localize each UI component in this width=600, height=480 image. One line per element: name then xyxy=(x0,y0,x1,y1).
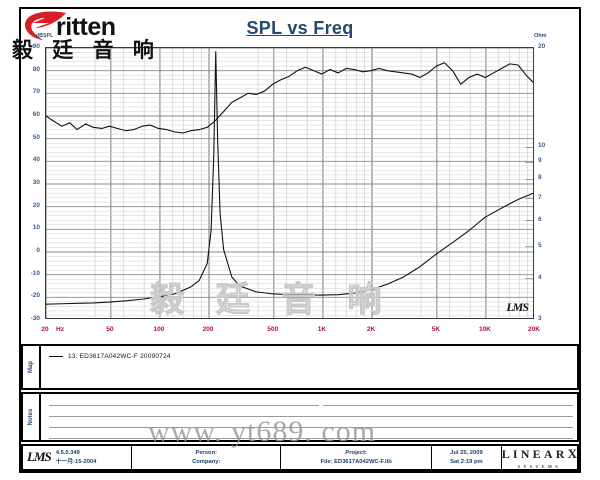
x-tick-label: 20 xyxy=(41,326,49,333)
x-axis-unit: Hz xyxy=(56,326,64,333)
linearx-logo: LINEAR X SYSTEMS xyxy=(502,444,577,471)
company-label: Company: xyxy=(192,458,221,465)
y-tick-label: 50 xyxy=(32,133,40,141)
page-title: SPL vs Freq xyxy=(246,18,354,38)
report-outer-frame xyxy=(19,7,581,473)
eritten-logo: ritten xyxy=(23,9,183,45)
y2-tick-label: 20 xyxy=(538,43,546,50)
y-tick-label: -30 xyxy=(30,315,40,322)
legend-item[interactable]: 13: ED3617A042WC-F 20090724 xyxy=(49,353,171,360)
y2-tick-label: 8 xyxy=(538,174,542,182)
y2-tick-label: 9 xyxy=(538,157,542,165)
map-tab-label: Map xyxy=(28,361,34,373)
x-tick-label: 1K xyxy=(317,326,327,333)
y-tick-label: 40 xyxy=(32,156,40,164)
notes-tab[interactable]: Notes xyxy=(23,394,41,440)
x-tick-label: 500 xyxy=(267,326,279,333)
note-rule-line xyxy=(49,416,573,417)
x-tick-label: 5K xyxy=(431,326,441,333)
y2-tick-label: 10 xyxy=(538,142,546,150)
x-tick-label: 100 xyxy=(153,326,165,333)
y-tick-label: 0 xyxy=(36,247,40,254)
y-tick-label: -10 xyxy=(30,269,40,277)
y2-tick-label: 5 xyxy=(538,241,542,249)
app-version: 4.5.0.349 xyxy=(55,449,80,456)
y-tick-label: 10 xyxy=(32,224,40,232)
y-tick-label: 30 xyxy=(32,179,40,186)
x-tick-label: 50 xyxy=(106,326,114,333)
map-section: Map 13: ED3617A042WC-F 20090724 xyxy=(21,344,579,390)
lms-logo: LMS xyxy=(27,449,52,465)
note-rule-line xyxy=(49,427,573,428)
notes-tab-label: Notes xyxy=(28,408,34,426)
legend-line-icon xyxy=(49,356,63,357)
plot-gridlines xyxy=(46,48,533,318)
vendor-subtitle: SYSTEMS xyxy=(517,464,562,470)
footer-datetime-cell: Jul 25, 2009 Sat 2:19 pm xyxy=(432,446,502,469)
app-build-date: 十一月-15-2004 xyxy=(55,458,97,465)
footer-bar: LMS 4.5.0.349 十一月-15-2004 Person: Compan… xyxy=(21,444,579,471)
footer-person-cell[interactable]: Person: Company: xyxy=(132,446,282,469)
vendor-x-mark: X xyxy=(567,446,577,462)
x-tick-label: 200 xyxy=(202,326,214,333)
x-tick-label: 2K xyxy=(366,326,376,333)
report-header: ritten SPL vs Freq xyxy=(21,9,579,44)
y2-tick-label: 6 xyxy=(538,215,542,223)
footer-project-cell[interactable]: Project: File: ED3617A042WC-F.lib xyxy=(281,446,433,469)
y-tick-label: -20 xyxy=(30,292,40,300)
y2-tick-label: 4 xyxy=(538,273,542,281)
y-tick-label: 80 xyxy=(32,65,40,73)
watermark-url: www. yt689. com xyxy=(148,415,377,448)
project-label: Project: xyxy=(345,449,367,456)
footer-vendor-cell: LINEAR X SYSTEMS xyxy=(502,446,577,469)
y-axis-label-right: Ohm xyxy=(534,33,547,39)
y-tick-label: 60 xyxy=(32,111,40,118)
footer-version-cell: LMS 4.5.0.349 十一月-15-2004 xyxy=(23,446,133,469)
y2-tick-label: 7 xyxy=(538,193,542,201)
map-tab[interactable]: Map xyxy=(23,346,41,388)
plot-area[interactable]: LMS xyxy=(45,47,534,319)
notes-section[interactable]: Notes xyxy=(21,392,579,442)
eritten-e-icon xyxy=(24,11,66,40)
report-date: Jul 25, 2009 xyxy=(450,449,483,456)
note-rule-line xyxy=(49,405,319,406)
y-tick-label: 20 xyxy=(32,201,40,209)
y-tick-label: 70 xyxy=(32,88,40,96)
note-rule-line xyxy=(323,405,573,406)
watermark-cn: 毅 廷 音 响 xyxy=(150,280,392,321)
eritten-logo-text: ritten xyxy=(56,13,116,41)
plot-curves xyxy=(46,51,533,305)
note-rule-line xyxy=(49,438,573,439)
y-tick-label: 90 xyxy=(32,43,40,50)
x-tick-label: 20K xyxy=(528,326,540,333)
legend-label: 13: ED3617A042WC-F 20090724 xyxy=(68,353,171,360)
person-label: Person: xyxy=(195,449,218,456)
y-axis-label-left: dBSPL xyxy=(36,33,54,39)
vendor-name: LINEAR xyxy=(501,447,568,462)
plot-frame xyxy=(45,47,534,319)
lms-signature: LMS xyxy=(506,300,529,314)
x-tick-label: 10K xyxy=(478,326,491,333)
file-label: File: ED3617A042WC-F.lib xyxy=(320,458,392,465)
report-time: Sat 2:19 pm xyxy=(450,458,483,465)
y2-tick-label: 3 xyxy=(538,315,542,322)
brand-cn-text: 毅 廷 音 响 xyxy=(12,38,160,62)
